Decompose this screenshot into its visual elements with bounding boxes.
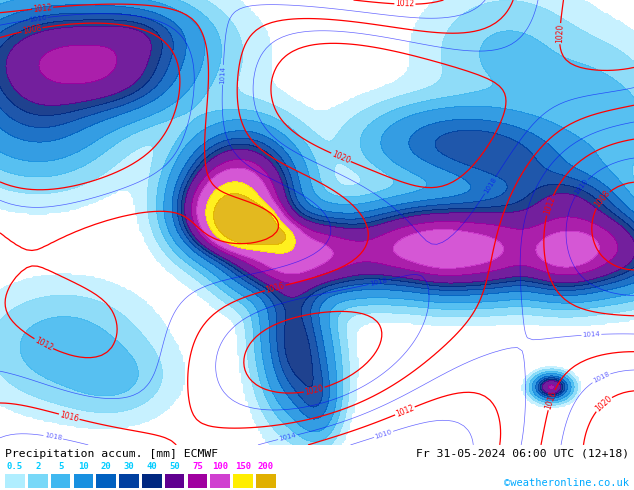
Text: 30: 30 <box>124 462 134 471</box>
Text: 1010: 1010 <box>574 178 590 196</box>
Text: 1010: 1010 <box>29 14 47 23</box>
Bar <box>188 474 207 488</box>
Bar <box>210 474 230 488</box>
Text: Precipitation accum. [mm] ECMWF: Precipitation accum. [mm] ECMWF <box>5 448 218 459</box>
Text: ©weatheronline.co.uk: ©weatheronline.co.uk <box>504 478 629 488</box>
Text: 1012: 1012 <box>33 3 53 14</box>
Text: 1020: 1020 <box>593 394 614 414</box>
Text: 1020: 1020 <box>555 24 565 44</box>
Text: 1012: 1012 <box>395 0 415 9</box>
Text: 10: 10 <box>78 462 89 471</box>
Text: 1010: 1010 <box>374 429 393 440</box>
Text: 1018: 1018 <box>369 277 388 287</box>
Text: 1018: 1018 <box>592 371 611 384</box>
Text: 1008: 1008 <box>22 24 42 36</box>
Text: 40: 40 <box>146 462 157 471</box>
Text: 1012: 1012 <box>394 403 415 418</box>
Text: 1016: 1016 <box>59 410 80 423</box>
Text: 1018: 1018 <box>482 176 498 195</box>
Text: 5: 5 <box>58 462 63 471</box>
Text: 1018: 1018 <box>44 433 63 441</box>
Text: 75: 75 <box>192 462 203 471</box>
Text: 1014: 1014 <box>582 331 600 338</box>
Bar <box>256 474 276 488</box>
Bar <box>74 474 93 488</box>
Text: 50: 50 <box>169 462 180 471</box>
Bar <box>165 474 184 488</box>
Bar <box>5 474 25 488</box>
Text: 1016: 1016 <box>265 281 286 294</box>
Bar <box>51 474 70 488</box>
Text: 1014: 1014 <box>278 432 297 442</box>
Text: 1012: 1012 <box>33 336 54 352</box>
Bar <box>96 474 116 488</box>
Bar <box>233 474 253 488</box>
Text: 200: 200 <box>258 462 274 471</box>
Text: 1020: 1020 <box>304 384 325 396</box>
Text: 1008: 1008 <box>593 189 612 210</box>
Text: Fr 31-05-2024 06:00 UTC (12+18): Fr 31-05-2024 06:00 UTC (12+18) <box>416 448 629 459</box>
Text: 100: 100 <box>212 462 228 471</box>
Text: 1014: 1014 <box>219 66 226 84</box>
Text: 0.5: 0.5 <box>7 462 23 471</box>
Bar <box>142 474 162 488</box>
Text: 1016: 1016 <box>544 390 559 411</box>
Text: 1020: 1020 <box>330 149 352 165</box>
Bar <box>28 474 48 488</box>
Text: 1012: 1012 <box>542 195 557 216</box>
Bar <box>119 474 139 488</box>
Text: 150: 150 <box>235 462 251 471</box>
Text: 2: 2 <box>35 462 41 471</box>
Text: 20: 20 <box>101 462 112 471</box>
